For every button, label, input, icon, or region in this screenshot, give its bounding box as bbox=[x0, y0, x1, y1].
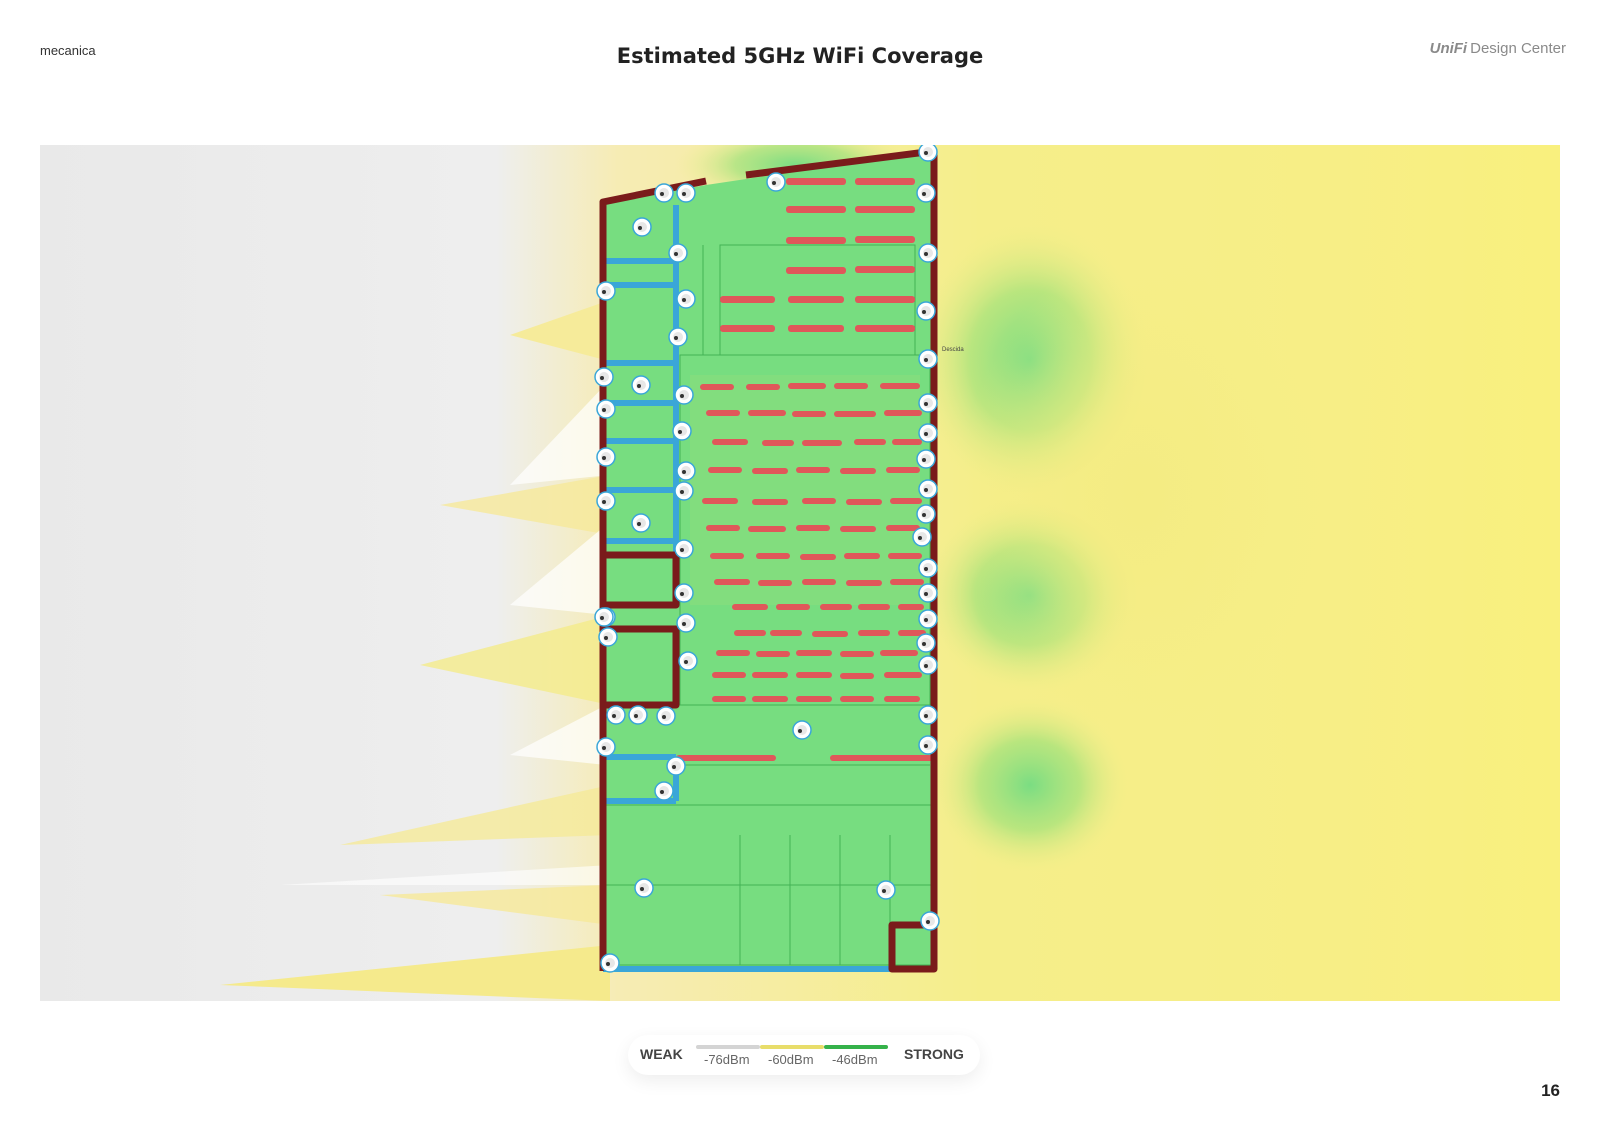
access-point-icon[interactable] bbox=[918, 145, 938, 162]
access-point-icon[interactable] bbox=[676, 289, 696, 309]
access-point-icon[interactable] bbox=[918, 393, 938, 413]
access-point-icon[interactable] bbox=[668, 327, 688, 347]
access-point-icon[interactable] bbox=[918, 558, 938, 578]
legend-strong-label: STRONG bbox=[904, 1046, 964, 1062]
legend-bar-strong bbox=[824, 1045, 888, 1049]
access-point-icon[interactable] bbox=[596, 491, 616, 511]
access-point-icon[interactable] bbox=[656, 706, 676, 726]
brand: UniFi Design Center bbox=[1430, 40, 1566, 57]
access-point-icon[interactable] bbox=[792, 720, 812, 740]
legend-bar-weak bbox=[696, 1045, 760, 1049]
access-point-icon[interactable] bbox=[606, 705, 626, 725]
access-point-icon[interactable] bbox=[678, 651, 698, 671]
access-point-icon[interactable] bbox=[918, 655, 938, 675]
access-point-icon[interactable] bbox=[598, 627, 618, 647]
access-point-icon[interactable] bbox=[916, 449, 936, 469]
access-point-icon[interactable] bbox=[596, 737, 616, 757]
access-point-icon[interactable] bbox=[918, 735, 938, 755]
access-point-icon[interactable] bbox=[766, 172, 786, 192]
access-point-icon[interactable] bbox=[628, 705, 648, 725]
access-point-icon[interactable] bbox=[920, 911, 940, 931]
page-number: 16 bbox=[1541, 1081, 1560, 1100]
access-point-icon[interactable] bbox=[916, 504, 936, 524]
coverage-heatmap[interactable]: Descida bbox=[40, 145, 1560, 1001]
access-point-icon[interactable] bbox=[918, 583, 938, 603]
legend-bar-medium bbox=[760, 1045, 824, 1049]
legend-level-3: -46dBm bbox=[832, 1052, 878, 1067]
access-point-icon[interactable] bbox=[918, 609, 938, 629]
access-point-icon[interactable] bbox=[912, 527, 932, 547]
access-point-icon[interactable] bbox=[672, 421, 692, 441]
legend-level-1: -76dBm bbox=[704, 1052, 750, 1067]
access-point-icon[interactable] bbox=[676, 461, 696, 481]
room-label-descida: Descida bbox=[942, 347, 964, 353]
legend-weak-label: WEAK bbox=[640, 1046, 683, 1062]
coverage-map-svg: Descida bbox=[40, 145, 1560, 1001]
access-point-icon[interactable] bbox=[594, 607, 614, 627]
legend-level-2: -60dBm bbox=[768, 1052, 814, 1067]
access-point-icon[interactable] bbox=[631, 375, 651, 395]
access-point-icon[interactable] bbox=[674, 539, 694, 559]
access-point-icon[interactable] bbox=[918, 243, 938, 263]
access-point-icon[interactable] bbox=[916, 183, 936, 203]
access-point-icon[interactable] bbox=[876, 880, 896, 900]
access-point-icon[interactable] bbox=[634, 878, 654, 898]
access-point-icon[interactable] bbox=[596, 399, 616, 419]
access-point-icon[interactable] bbox=[668, 243, 688, 263]
signal-rays bbox=[220, 300, 610, 1001]
access-point-icon[interactable] bbox=[666, 756, 686, 776]
access-point-icon[interactable] bbox=[674, 481, 694, 501]
access-point-icon[interactable] bbox=[918, 423, 938, 443]
project-name: mecanica bbox=[40, 43, 96, 58]
access-point-icon[interactable] bbox=[676, 183, 696, 203]
obstacle-rows bbox=[676, 178, 934, 761]
access-point-icon[interactable] bbox=[596, 447, 616, 467]
access-point-icon[interactable] bbox=[632, 217, 652, 237]
access-point-icon[interactable] bbox=[918, 479, 938, 499]
page-title: Estimated 5GHz WiFi Coverage bbox=[616, 44, 984, 68]
access-point-icon[interactable] bbox=[654, 781, 674, 801]
access-points bbox=[594, 145, 940, 973]
access-point-icon[interactable] bbox=[594, 367, 614, 387]
access-point-icon[interactable] bbox=[674, 583, 694, 603]
access-point-icon[interactable] bbox=[676, 613, 696, 633]
access-point-icon[interactable] bbox=[631, 513, 651, 533]
signal-legend: WEAK -76dBm -60dBm -46dBm STRONG bbox=[628, 1035, 980, 1075]
unifi-logo: UniFi bbox=[1429, 40, 1468, 57]
access-point-icon[interactable] bbox=[916, 633, 936, 653]
access-point-icon[interactable] bbox=[918, 705, 938, 725]
building-floorplan: Descida bbox=[599, 147, 964, 973]
access-point-icon[interactable] bbox=[916, 301, 936, 321]
access-point-icon[interactable] bbox=[654, 183, 674, 203]
access-point-icon[interactable] bbox=[600, 953, 620, 973]
access-point-icon[interactable] bbox=[596, 281, 616, 301]
access-point-icon[interactable] bbox=[918, 349, 938, 369]
access-point-icon[interactable] bbox=[674, 385, 694, 405]
brand-text: Design Center bbox=[1470, 40, 1566, 57]
